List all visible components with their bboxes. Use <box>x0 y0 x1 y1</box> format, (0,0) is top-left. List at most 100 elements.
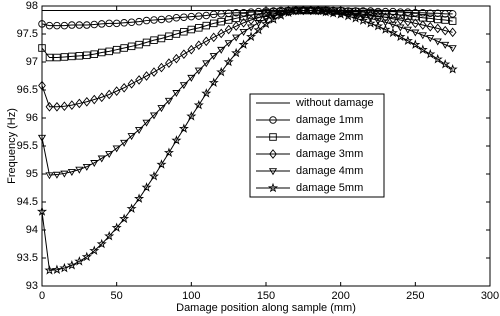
y-tick-label: 94.5 <box>17 196 38 208</box>
data-point <box>75 21 84 29</box>
data-point <box>134 193 145 203</box>
data-point <box>89 245 100 255</box>
data-point <box>254 20 263 27</box>
data-point <box>448 45 457 53</box>
data-point <box>275 10 286 20</box>
x-tick-label: 300 <box>481 290 499 302</box>
data-point <box>150 36 158 44</box>
data-point <box>441 41 450 49</box>
data-point <box>426 14 435 23</box>
data-point <box>38 80 46 91</box>
data-point <box>254 12 263 23</box>
y-tick-label: 96 <box>26 112 38 124</box>
data-point <box>239 12 248 21</box>
data-point <box>441 16 449 24</box>
data-point <box>120 44 128 52</box>
data-point <box>269 9 278 19</box>
data-point <box>396 24 405 32</box>
data-point <box>381 19 390 27</box>
data-point <box>396 11 405 19</box>
data-point <box>433 38 442 46</box>
data-point <box>90 20 99 29</box>
data-point <box>224 24 233 35</box>
data-point <box>440 58 451 69</box>
legend-label: damage 5mm <box>296 182 363 194</box>
data-point <box>150 16 158 24</box>
data-point <box>290 5 301 16</box>
data-point <box>36 206 48 216</box>
data-point <box>239 17 248 28</box>
data-point <box>37 134 47 142</box>
data-point <box>426 9 435 18</box>
data-point <box>105 151 114 159</box>
data-point <box>135 17 143 26</box>
data-point <box>358 13 368 21</box>
data-point <box>448 17 457 25</box>
data-point <box>247 15 255 25</box>
data-point <box>224 16 233 24</box>
data-point <box>402 35 413 45</box>
data-point <box>60 170 69 178</box>
data-point <box>97 92 106 103</box>
data-point <box>283 7 294 17</box>
data-point <box>359 9 367 20</box>
data-point <box>187 74 196 82</box>
data-point <box>127 133 136 141</box>
data-point <box>372 20 384 31</box>
y-tick-label: 94 <box>26 224 38 236</box>
data-point <box>178 123 189 133</box>
data-point <box>187 44 196 55</box>
y-tick-label: 95.5 <box>17 140 38 152</box>
data-point <box>388 21 398 29</box>
data-point <box>320 6 331 17</box>
data-point <box>195 24 203 32</box>
data-point <box>90 50 99 58</box>
data-point <box>90 94 99 105</box>
data-point <box>53 21 61 30</box>
legend-marker <box>267 182 279 193</box>
data-point <box>389 14 397 24</box>
data-point <box>83 21 91 29</box>
data-point <box>186 111 197 121</box>
data-point <box>134 127 144 134</box>
data-point <box>82 163 91 171</box>
data-point <box>97 155 106 163</box>
data-point <box>195 12 203 20</box>
data-point <box>112 86 121 96</box>
data-point <box>180 13 188 21</box>
data-point <box>45 21 54 30</box>
data-point <box>172 30 181 38</box>
data-point <box>447 64 458 74</box>
data-point <box>358 15 369 25</box>
legend-label: damage 1mm <box>296 114 363 126</box>
data-point <box>112 19 121 28</box>
data-point <box>418 20 427 30</box>
legend-marker <box>268 168 278 176</box>
data-point <box>97 48 106 57</box>
data-point <box>157 62 166 73</box>
data-point <box>232 34 241 42</box>
series-line <box>41 9 453 108</box>
data-point <box>67 100 76 110</box>
data-point <box>232 8 240 17</box>
data-point <box>404 12 412 20</box>
data-point <box>426 35 435 43</box>
data-point <box>157 15 166 24</box>
data-point <box>74 256 85 266</box>
data-point <box>201 88 212 98</box>
data-point <box>448 10 457 18</box>
data-point <box>119 213 130 224</box>
data-point <box>148 170 160 181</box>
x-tick-label: 200 <box>331 290 349 302</box>
data-point <box>396 15 405 25</box>
data-point <box>425 48 436 59</box>
data-point <box>68 21 76 29</box>
data-point <box>68 52 76 61</box>
data-point <box>67 169 76 176</box>
data-point <box>239 8 248 17</box>
legend-label: without damage <box>295 97 374 109</box>
data-point <box>142 38 151 47</box>
y-tick-label: 95 <box>26 168 38 180</box>
data-point <box>105 19 113 28</box>
data-point <box>53 101 61 112</box>
